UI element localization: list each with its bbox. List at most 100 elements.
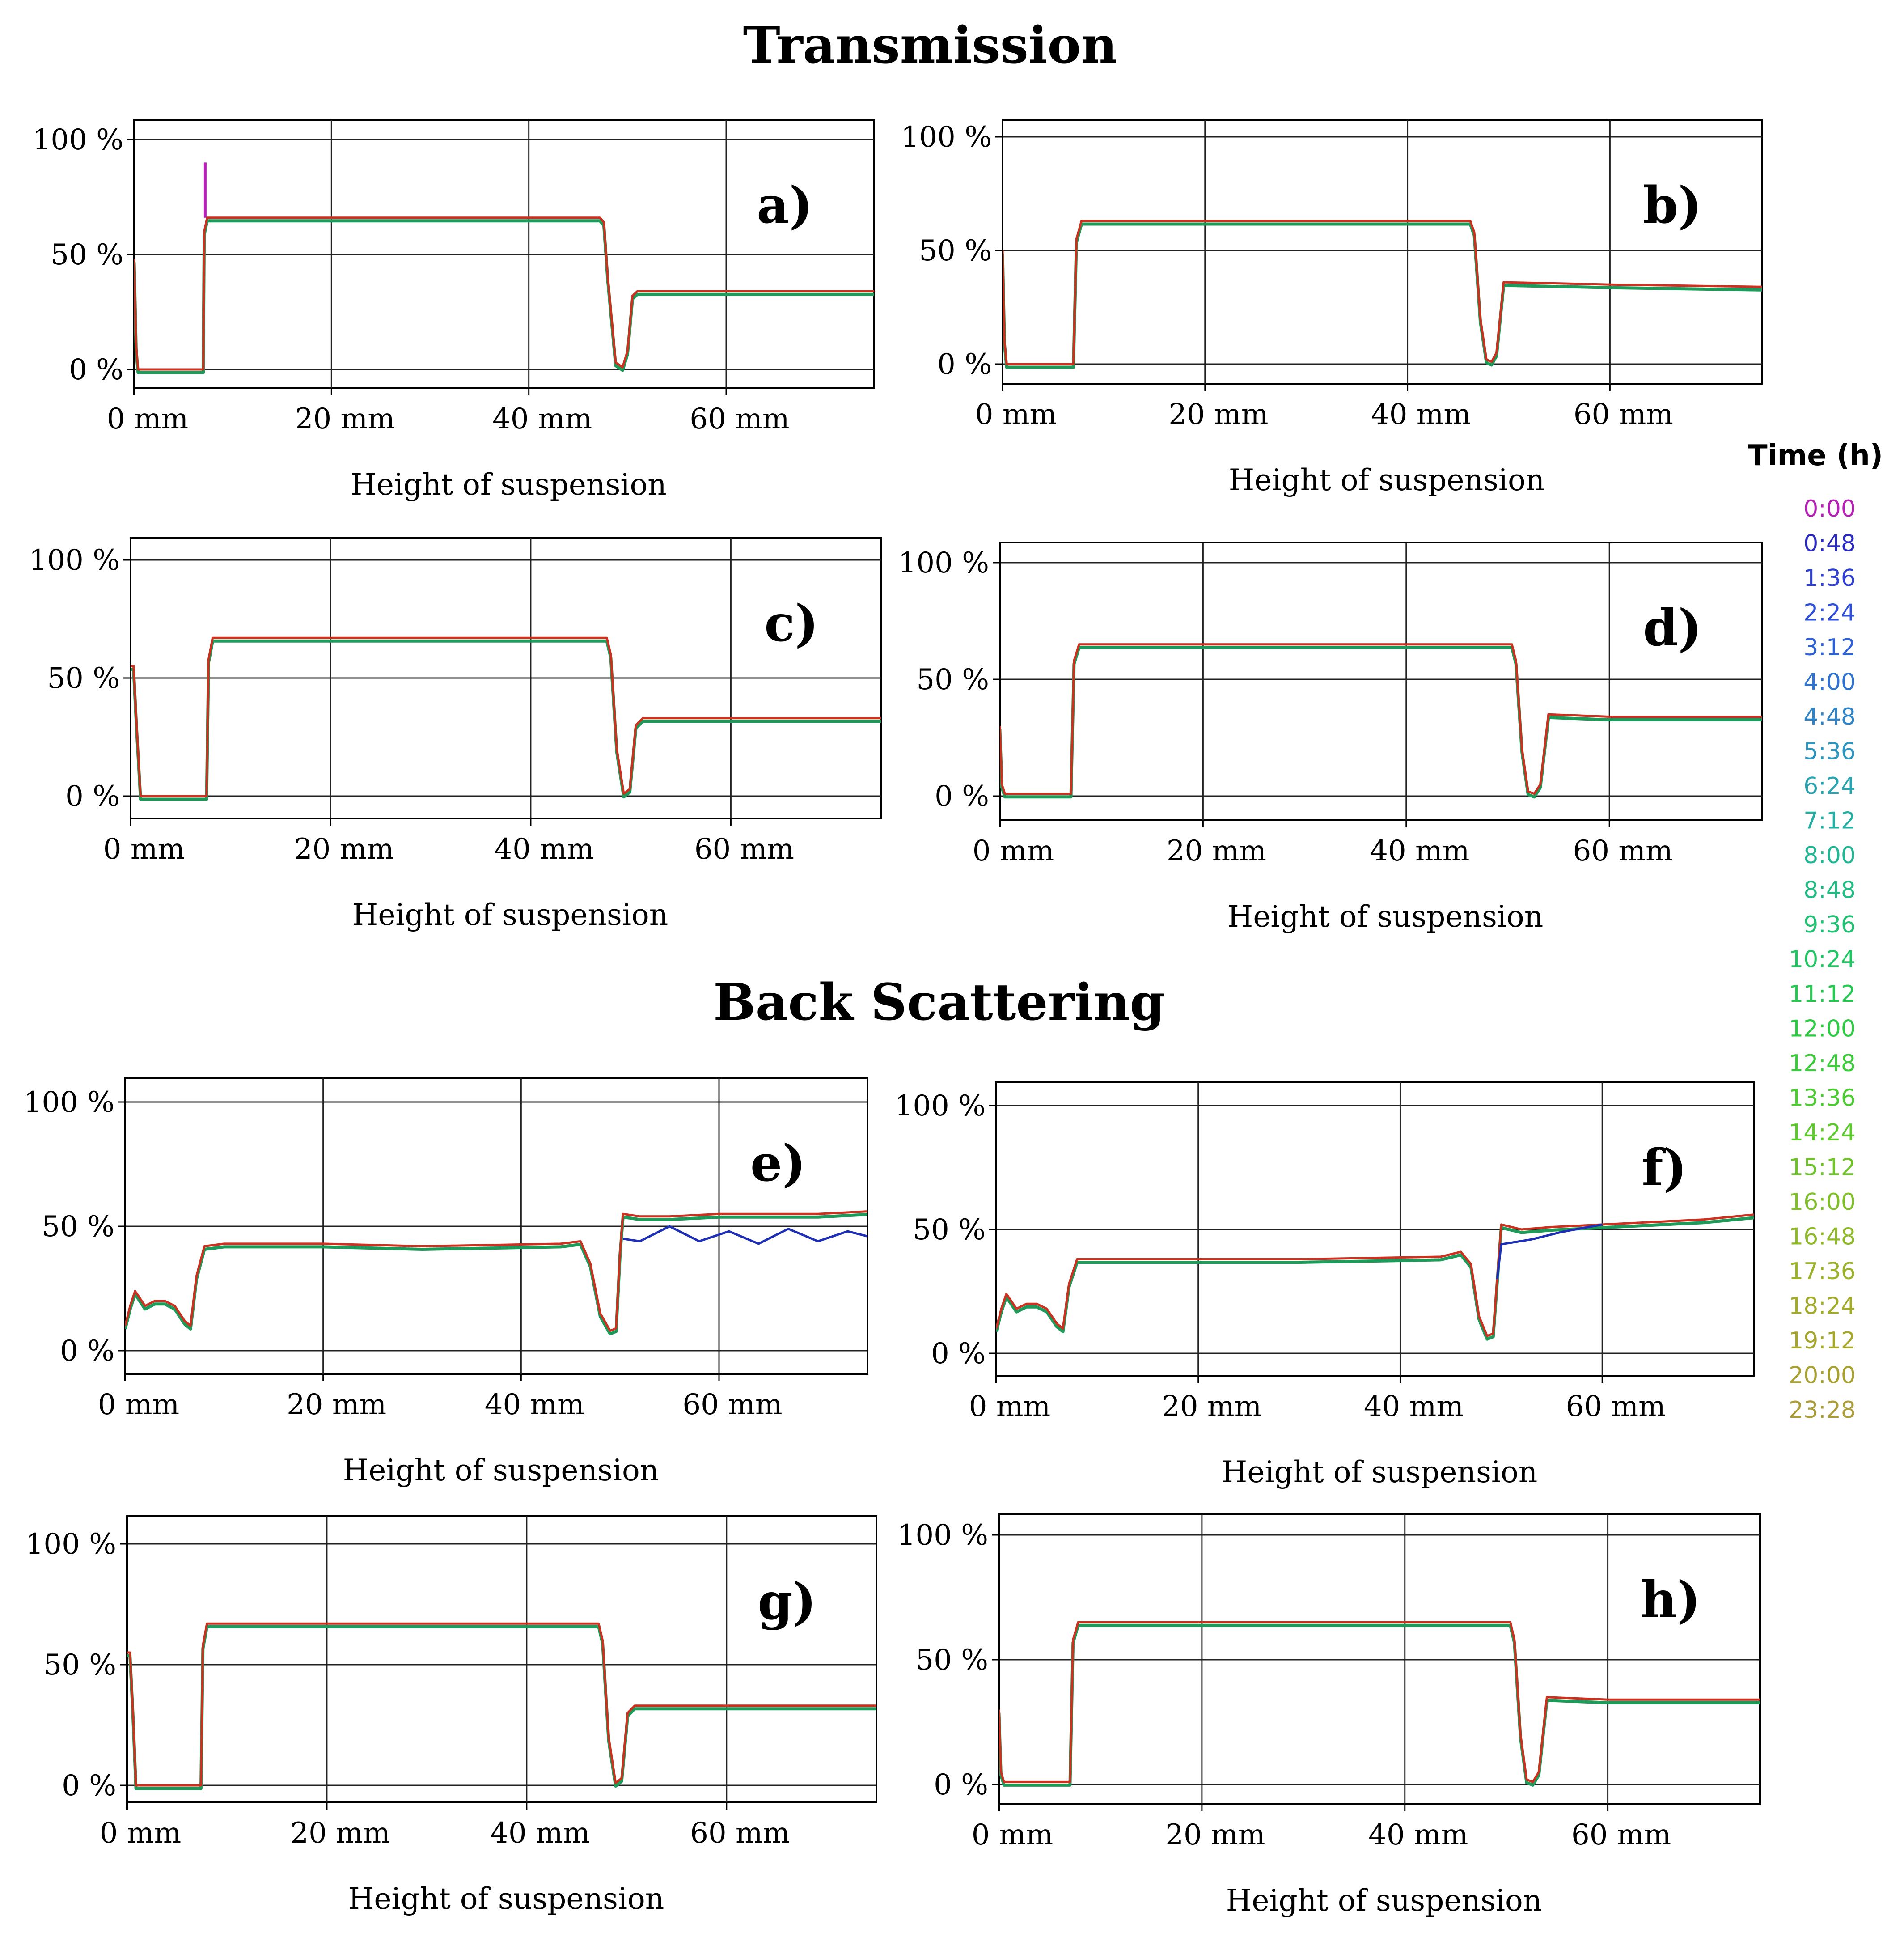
legend-entry-23-28: 23:28 [1789, 1397, 1856, 1424]
x-axis-label-c: Height of suspension [352, 898, 668, 932]
x-tick-label-a-0: 0 mm [107, 403, 188, 436]
x-axis-label-h: Height of suspension [1226, 1883, 1542, 1918]
x-tick-label-d-40: 40 mm [1370, 835, 1469, 868]
series-line-f-23-28 [996, 1213, 1754, 1337]
x-axis-label-d: Height of suspension [1227, 899, 1543, 934]
x-tick-label-e-60: 60 mm [682, 1388, 782, 1421]
x-axis-label-a: Height of suspension [351, 467, 666, 502]
x-tick-label-c-60: 60 mm [694, 833, 794, 866]
series-line-g-23-28 [127, 1622, 876, 1787]
y-tick-label-e-100: 100 % [24, 1086, 114, 1119]
legend-entry-9-36: 9:36 [1803, 911, 1856, 938]
plot-frame-b [1002, 119, 1763, 385]
legend-entry-13-36: 13:36 [1789, 1085, 1856, 1112]
panel-a: 0 % 50 % 100 % 0 mm 20 mm 40 mm 60 mm Height of… [33, 119, 875, 502]
series-band-b [1003, 222, 1762, 369]
legend-entry-6-24: 6:24 [1803, 773, 1856, 800]
y-tick-label-f-50: 50 % [913, 1213, 986, 1246]
y-tick-label-b-0: 0 % [937, 348, 992, 381]
x-tick-label-d-0: 0 mm [973, 835, 1054, 868]
legend-entry-0-48: 0:48 [1803, 530, 1856, 557]
y-tick-label-c-100: 100 % [29, 544, 120, 577]
y-tick-label-g-50: 50 % [43, 1649, 116, 1682]
x-tick-label-c-0: 0 mm [103, 833, 185, 866]
y-tick-label-d-0: 0 % [935, 780, 989, 813]
x-tick-label-f-40: 40 mm [1364, 1390, 1464, 1423]
panel-g: 0 % 50 % 100 % 0 mm 20 mm 40 mm 60 mm Height of… [25, 1515, 877, 1916]
legend-title: Time (h) [1748, 439, 1883, 472]
y-tick-label-d-100: 100 % [898, 547, 989, 580]
plot-frame-g [126, 1515, 877, 1803]
legend-entry-17-36: 17:36 [1789, 1258, 1856, 1285]
panel-e: 0 % 50 % 100 % 0 mm 20 mm 40 mm 60 mm Height of… [24, 1077, 868, 1488]
y-tick-label-b-100: 100 % [901, 121, 992, 154]
legend-entries: 0:00 0:48 1:36 2:24 3:12 4:00 4:48 5:36 6:24 7:12… [1789, 496, 1856, 1424]
series-group-d [1000, 643, 1762, 799]
x-tick-label-d-60: 60 mm [1573, 835, 1673, 868]
series-group-e [125, 1210, 867, 1335]
x-axis-label-f: Height of suspension [1222, 1455, 1537, 1489]
y-tick-label-g-100: 100 % [25, 1528, 116, 1561]
legend-entry-15-12: 15:12 [1789, 1154, 1856, 1181]
y-tick-label-h-50: 50 % [915, 1644, 988, 1677]
legend-entry-19-12: 19:12 [1789, 1327, 1856, 1354]
x-tick-label-f-0: 0 mm [969, 1390, 1050, 1423]
y-tick-label-f-100: 100 % [895, 1089, 986, 1123]
panel-label-h: h) [1641, 1571, 1701, 1629]
x-tick-label-f-20: 20 mm [1162, 1390, 1261, 1423]
panel-label-c: c) [764, 594, 818, 653]
x-tick-label-b-40: 40 mm [1371, 398, 1471, 431]
panel-label-g: g) [757, 1573, 816, 1631]
series-line-c-23-28 [131, 636, 881, 797]
backscattering-title: Back Scattering [713, 973, 1165, 1032]
y-tick-label-e-0: 0 % [60, 1335, 114, 1368]
legend-entry-2-24: 2:24 [1803, 600, 1856, 627]
legend-entry-1-36: 1:36 [1803, 565, 1856, 592]
legend-entry-20-00: 20:00 [1789, 1362, 1856, 1389]
series-group-f [996, 1213, 1754, 1341]
x-tick-label-b-60: 60 mm [1574, 398, 1673, 431]
x-tick-label-g-40: 40 mm [490, 1817, 590, 1850]
y-tick-label-a-50: 50 % [51, 238, 123, 271]
panel-f: 0 % 50 % 100 % 0 mm 20 mm 40 mm 60 mm Height of… [895, 1081, 1755, 1489]
series-band-h [999, 1623, 1760, 1787]
legend-entry-7-12: 7:12 [1803, 808, 1856, 835]
series-line-b-23-28 [1003, 220, 1762, 365]
x-axis-label-g: Height of suspension [348, 1882, 664, 1916]
legend-entry-4-00: 4:00 [1803, 669, 1856, 696]
legend-entry-5-36: 5:36 [1803, 738, 1856, 765]
x-tick-label-a-60: 60 mm [690, 403, 789, 436]
time-legend: Time (h) 0:00 0:48 1:36 2:24 3:12 4:00 4:48 5:3… [1748, 439, 1883, 1424]
x-tick-label-a-40: 40 mm [492, 403, 592, 436]
panel-label-d: d) [1643, 599, 1701, 657]
panel-label-b: b) [1643, 176, 1701, 235]
series-band-c [131, 639, 881, 801]
legend-entry-0-00: 0:00 [1803, 496, 1856, 522]
x-tick-label-c-20: 20 mm [294, 833, 394, 866]
x-tick-label-g-20: 20 mm [290, 1817, 390, 1850]
panels: 0 % 50 % 100 % 0 mm 20 mm 40 mm 60 mm Height of… [24, 119, 1763, 1918]
series-band-g [127, 1625, 876, 1790]
legend-entry-18-24: 18:24 [1789, 1293, 1856, 1320]
y-tick-label-e-50: 50 % [42, 1210, 114, 1243]
x-axis-label-b: Height of suspension [1229, 463, 1544, 497]
series-group-h [999, 1621, 1760, 1787]
series-group-g [127, 1622, 876, 1790]
series-line-a-23-28 [134, 216, 874, 371]
panel-label-a: a) [757, 176, 813, 235]
x-tick-label-b-0: 0 mm [975, 398, 1057, 431]
y-tick-label-b-50: 50 % [919, 234, 992, 267]
panel-c: 0 % 50 % 100 % 0 mm 20 mm 40 mm 60 mm Height of… [29, 537, 882, 932]
x-tick-label-d-20: 20 mm [1167, 835, 1266, 868]
legend-entry-14-24: 14:24 [1789, 1119, 1856, 1146]
series-band-d [1000, 646, 1762, 799]
y-tick-label-d-50: 50 % [916, 663, 989, 696]
legend-entry-12-48: 12:48 [1789, 1050, 1856, 1077]
series-line-f-0-48 [1496, 1223, 1603, 1280]
panel-label-f: f) [1642, 1139, 1687, 1197]
series-band-f [996, 1216, 1754, 1341]
x-tick-label-h-0: 0 mm [972, 1818, 1053, 1852]
legend-entry-8-00: 8:00 [1803, 842, 1856, 869]
legend-entry-16-00: 16:00 [1789, 1189, 1856, 1216]
